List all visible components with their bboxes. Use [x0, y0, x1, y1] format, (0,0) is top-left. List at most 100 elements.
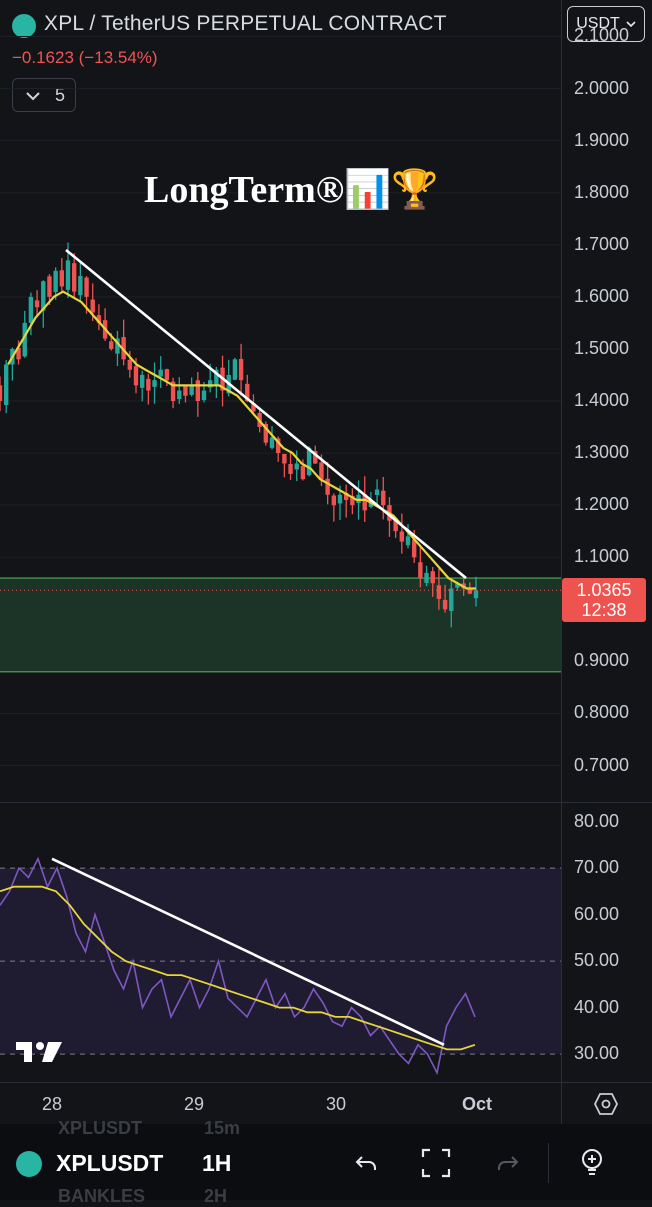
candle-body [195, 380, 201, 401]
candle-body [121, 336, 126, 360]
price-tick-label: 1.5000 [574, 337, 630, 358]
candle-body [139, 374, 145, 388]
candle-body [201, 390, 207, 401]
rsi-tick-label: 50.00 [574, 950, 620, 971]
candle-body [288, 463, 293, 474]
price-tick-label: 1.9000 [574, 129, 630, 150]
price-axis-border [561, 0, 562, 1124]
currency-selector[interactable]: USDT [567, 6, 645, 42]
price-tick-label: 0.8000 [574, 702, 630, 723]
candle-body [78, 276, 83, 296]
candle-body [41, 281, 46, 311]
candle-body [269, 437, 275, 448]
candle-body [442, 599, 448, 610]
fullscreen-icon[interactable] [418, 1148, 454, 1178]
ghost-ticker-top: XPLUSDT [58, 1118, 143, 1138]
indicators-toggle-button[interactable]: 5 [12, 78, 76, 112]
last-price-value: 1.0365 [576, 580, 632, 601]
chevron-down-icon [25, 85, 41, 106]
candle-body [214, 369, 219, 386]
price-tick-label: 1.2000 [574, 494, 630, 515]
candle-body [189, 385, 194, 395]
undo-icon[interactable] [348, 1148, 384, 1178]
candle-body [22, 322, 27, 357]
candle-body [65, 260, 71, 290]
rsi-ma-line [0, 885, 476, 1051]
candle-body [59, 270, 65, 287]
candle-body [399, 531, 405, 542]
interval-button[interactable]: 1H [202, 1150, 232, 1176]
price-tick-label: 1.7000 [574, 233, 630, 254]
price-tick-label: 1.8000 [574, 181, 630, 202]
candle-body [158, 369, 163, 377]
rsi-trendline [51, 857, 445, 1046]
price-tick-label: 1.3000 [574, 442, 630, 463]
candle-body [34, 300, 40, 308]
candle-body [294, 463, 299, 470]
rsi-chart[interactable] [0, 803, 561, 1082]
candle-body [411, 539, 417, 558]
candle-body [53, 270, 58, 293]
candle-body [127, 359, 133, 370]
price-tick-label: 2.1000 [574, 25, 630, 46]
price-tick-label: 2.0000 [574, 77, 630, 98]
candle-body [374, 489, 380, 496]
tradingview-logo-icon [16, 1040, 64, 1069]
price-change: −0.1623 (−13.54%) [12, 48, 158, 67]
price-tick-label: 1.1000 [574, 546, 630, 567]
candle-body [152, 380, 157, 387]
redo-icon[interactable] [490, 1148, 526, 1178]
last-price-tag: 1.0365 12:38 [562, 578, 646, 623]
candle-body [381, 490, 386, 506]
ghost-ticker-bottom: BANKLES [58, 1186, 146, 1206]
price-tick-label: 0.9000 [574, 650, 630, 671]
price-tick-label: 0.7000 [574, 754, 630, 775]
candle-body [362, 494, 367, 511]
candle-body [170, 381, 176, 401]
rsi-tick-label: 80.00 [574, 810, 620, 831]
candle-body [232, 359, 238, 380]
candle-body [313, 451, 318, 464]
price-chart[interactable] [0, 0, 561, 802]
candle-body [3, 364, 9, 406]
candle-body [115, 338, 120, 354]
candle-body [238, 358, 244, 381]
bar-countdown: 12:38 [581, 600, 627, 621]
candle-body [0, 385, 3, 401]
bottom-toolbar [0, 1124, 652, 1200]
candle-body [337, 494, 343, 504]
ghost-interval-top: 15m [204, 1118, 241, 1138]
rsi-tick-label: 60.00 [574, 903, 620, 924]
time-tick-label: 30 [326, 1094, 347, 1114]
candle-body [282, 453, 287, 464]
candle-body [90, 299, 95, 313]
candle-body [96, 315, 102, 323]
price-tick-label: 1.6000 [574, 285, 630, 306]
candle-body [331, 495, 337, 506]
ticker-button[interactable]: XPLUSDT [56, 1150, 164, 1176]
candle-body [449, 588, 454, 611]
chevron-down-icon [626, 15, 636, 33]
candle-body [177, 390, 182, 400]
candle-body [263, 424, 269, 443]
candle-body [405, 536, 411, 546]
candle-body [109, 341, 114, 349]
candle-body [424, 572, 429, 583]
settings-icon[interactable] [593, 1093, 619, 1120]
candle-body [47, 276, 52, 297]
alert-bulb-icon[interactable] [574, 1148, 610, 1178]
candle-body [71, 263, 77, 292]
trendline [65, 248, 467, 580]
candle-body [146, 378, 151, 391]
time-tick-label: 28 [42, 1094, 63, 1114]
rsi-tick-label: 40.00 [574, 996, 620, 1017]
symbol-logo-icon [12, 14, 36, 38]
candle-body [306, 447, 312, 476]
support-zone [0, 578, 561, 672]
candle-body [164, 369, 170, 381]
rsi-line [0, 856, 476, 1076]
time-axis-border [0, 1082, 652, 1083]
symbol-title[interactable]: XPL / TetherUS PERPETUAL CONTRACT [44, 12, 447, 35]
candle-body [84, 277, 89, 297]
candle-body [300, 465, 306, 480]
